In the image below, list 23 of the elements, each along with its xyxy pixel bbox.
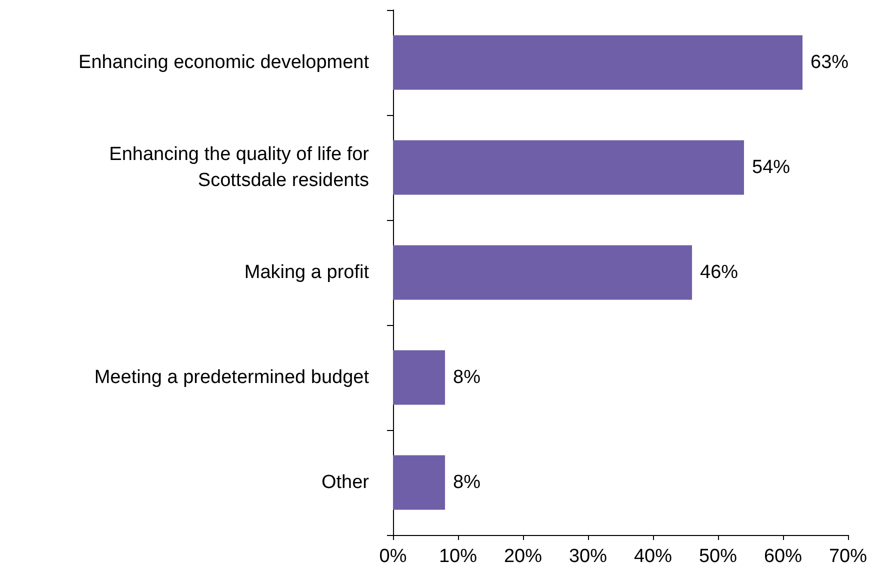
y-tick-label: Enhancing economic development — [78, 52, 370, 73]
y-tick-label: Making a profit — [244, 262, 370, 283]
bar — [393, 35, 802, 90]
bar — [393, 140, 744, 195]
x-tick-label: 40% — [634, 546, 672, 567]
x-tick-label: 20% — [504, 546, 542, 567]
x-tick-label: 60% — [764, 546, 802, 567]
data-label: 8% — [453, 472, 481, 493]
data-label: 63% — [810, 52, 849, 73]
data-label: 54% — [752, 157, 790, 178]
x-tick-label: 70% — [828, 546, 868, 567]
y-tick-label: Other — [321, 472, 370, 493]
x-tick-label: 10% — [438, 546, 478, 567]
bar — [393, 455, 445, 510]
x-tick-label: 50% — [698, 546, 738, 567]
bar — [393, 350, 445, 405]
x-tick-label: 0% — [379, 546, 407, 567]
x-tick-label: 30% — [568, 546, 608, 567]
bar — [393, 245, 692, 300]
y-tick-label: Enhancing the quality of life for Scottsdale residents — [109, 144, 370, 191]
data-label: 46% — [700, 262, 738, 283]
y-tick-label: Meeting a predetermined budget — [94, 367, 370, 388]
data-label: 8% — [453, 367, 481, 388]
